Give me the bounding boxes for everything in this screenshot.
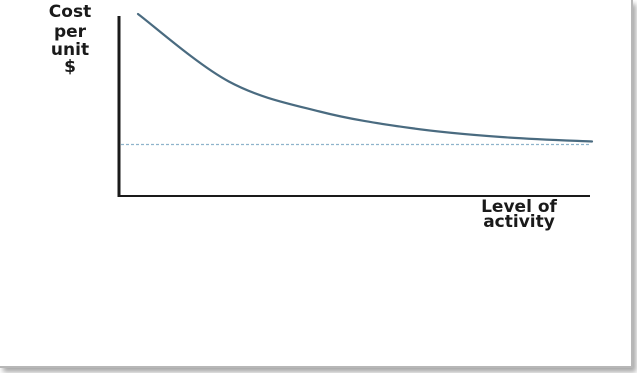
x-axis-label-line: Level of xyxy=(481,197,557,217)
y-axis-label-line: $ xyxy=(64,57,76,77)
y-axis-label-line: unit xyxy=(51,40,89,60)
chart: Cost per unit $ Level of activity xyxy=(49,2,594,232)
cost-curve xyxy=(136,12,594,143)
y-axis-label-line: per xyxy=(54,22,87,42)
y-axis-label-line: Cost xyxy=(49,2,91,22)
x-axis-label-line: activity xyxy=(483,212,555,232)
